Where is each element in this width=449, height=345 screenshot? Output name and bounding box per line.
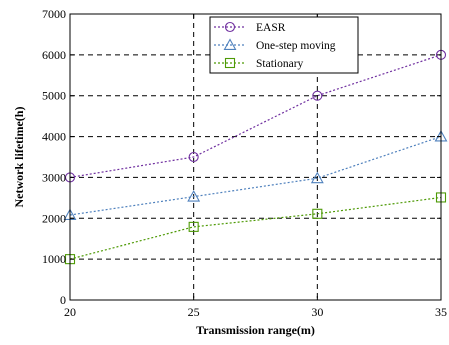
data-point [187, 189, 201, 202]
series-line [69, 196, 442, 260]
y-tick-label: 4000 [42, 130, 66, 144]
legend: EASR One-step moving Stationary [209, 16, 359, 74]
legend-label: EASR [256, 22, 286, 34]
y-tick-label: 6000 [42, 48, 66, 62]
data-point [312, 208, 323, 219]
legend-item: One-step moving [214, 38, 336, 52]
legend-item: EASR [214, 21, 286, 34]
x-tick-label: 30 [311, 305, 323, 319]
ticks: 0 1000 2000 3000 4000 5000 6000 7000 20 25 30 35 [42, 7, 447, 319]
data-point [310, 171, 324, 184]
plot-frame [69, 13, 442, 301]
data-point [188, 151, 199, 163]
series-layer [63, 49, 448, 265]
y-tick-label: 0 [60, 293, 66, 307]
data-point [312, 90, 323, 101]
y-tick-label: 5000 [42, 89, 66, 103]
x-tick-label: 25 [188, 305, 200, 319]
grid [70, 14, 441, 300]
series-line [69, 54, 442, 179]
legend-marker [224, 21, 236, 33]
x-tick-label: 35 [435, 305, 447, 319]
legend-label: Stationary [256, 58, 304, 70]
legend-item: Stationary [214, 57, 304, 70]
series-square [64, 192, 447, 265]
series-triangle [63, 129, 448, 220]
legend-label: One-step moving [256, 40, 336, 52]
series-line [69, 136, 442, 216]
y-axis-label: Network lifetime(h) [12, 107, 26, 208]
y-tick-label: 3000 [42, 170, 66, 184]
y-tick-label: 2000 [42, 211, 66, 225]
x-axis-label: Transmission range(m) [196, 323, 315, 337]
legend-marker [224, 57, 236, 69]
x-tick-label: 20 [64, 305, 76, 319]
legend-marker [223, 38, 237, 50]
data-point [188, 221, 199, 232]
y-tick-label: 7000 [42, 7, 66, 21]
y-tick-label: 1000 [42, 252, 66, 266]
